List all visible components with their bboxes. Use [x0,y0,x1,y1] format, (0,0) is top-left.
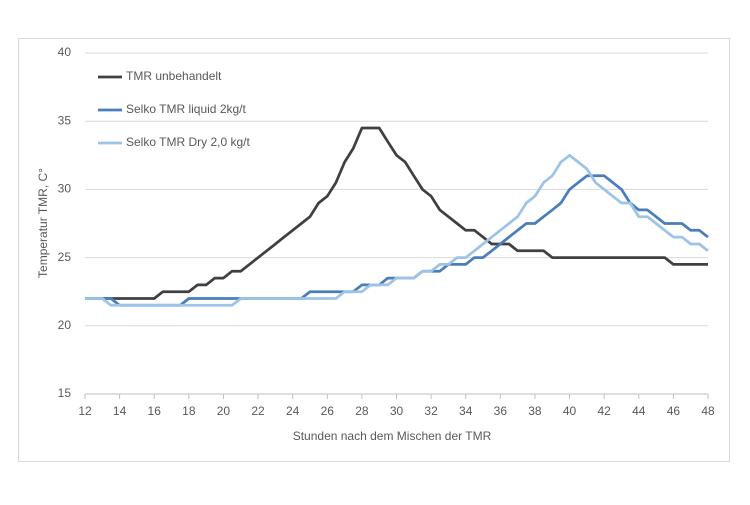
chart-frame [18,38,730,462]
y-tick-label: 15 [58,386,72,400]
x-tick-label: 16 [148,404,162,418]
x-tick-label: 26 [321,404,335,418]
y-tick-label: 25 [58,250,72,264]
legend-label: Selko TMR liquid 2kg/t [126,102,246,116]
y-tick-label: 35 [58,113,72,127]
x-tick-label: 46 [667,404,681,418]
x-tick-label: 30 [390,404,404,418]
y-tick-label: 40 [58,45,72,59]
legend-label: TMR unbehandelt [126,69,222,83]
x-tick-label: 24 [286,404,300,418]
x-tick-label: 18 [182,404,196,418]
y-tick-label: 20 [58,318,72,332]
y-axis-label: Temperatur TMR, C° [36,168,50,278]
legend-label: Selko TMR Dry 2,0 kg/t [126,135,250,149]
x-tick-label: 28 [355,404,369,418]
x-tick-label: 38 [528,404,542,418]
series-line [85,126,708,300]
x-tick-label: 42 [597,404,611,418]
x-tick-label: 36 [494,404,508,418]
x-tick-label: 22 [251,404,265,418]
x-tick-label: 12 [78,404,92,418]
x-tick-label: 40 [563,404,577,418]
y-tick-label: 30 [58,182,72,196]
x-tick-label: 32 [424,404,438,418]
series-line [85,153,709,307]
x-tick-label: 48 [701,404,715,418]
x-tick-label: 34 [459,404,473,418]
x-axis-label: Stunden nach dem Mischen der TMR [293,429,492,443]
x-tick-label: 44 [632,404,646,418]
x-tick-label: 14 [113,404,127,418]
x-tick-label: 20 [217,404,231,418]
